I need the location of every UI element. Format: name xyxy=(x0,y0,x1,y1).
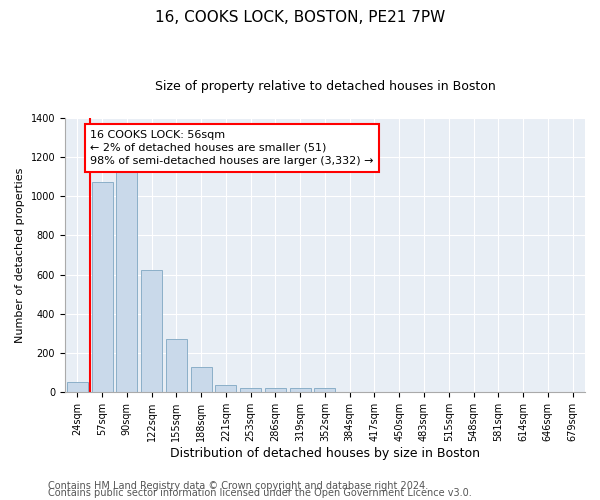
X-axis label: Distribution of detached houses by size in Boston: Distribution of detached houses by size … xyxy=(170,447,480,460)
Bar xyxy=(215,385,236,392)
Bar xyxy=(166,340,187,392)
Bar xyxy=(265,388,286,392)
Bar xyxy=(314,388,335,392)
Bar xyxy=(116,158,137,392)
Bar xyxy=(141,270,162,392)
Bar xyxy=(92,182,113,392)
Bar xyxy=(240,388,261,392)
Y-axis label: Number of detached properties: Number of detached properties xyxy=(15,168,25,343)
Text: 16, COOKS LOCK, BOSTON, PE21 7PW: 16, COOKS LOCK, BOSTON, PE21 7PW xyxy=(155,10,445,25)
Text: Contains HM Land Registry data © Crown copyright and database right 2024.: Contains HM Land Registry data © Crown c… xyxy=(48,481,428,491)
Text: Contains public sector information licensed under the Open Government Licence v3: Contains public sector information licen… xyxy=(48,488,472,498)
Title: Size of property relative to detached houses in Boston: Size of property relative to detached ho… xyxy=(155,80,496,93)
Bar xyxy=(67,382,88,392)
Bar xyxy=(290,388,311,392)
Bar xyxy=(191,367,212,392)
Text: 16 COOKS LOCK: 56sqm
← 2% of detached houses are smaller (51)
98% of semi-detach: 16 COOKS LOCK: 56sqm ← 2% of detached ho… xyxy=(91,130,374,166)
